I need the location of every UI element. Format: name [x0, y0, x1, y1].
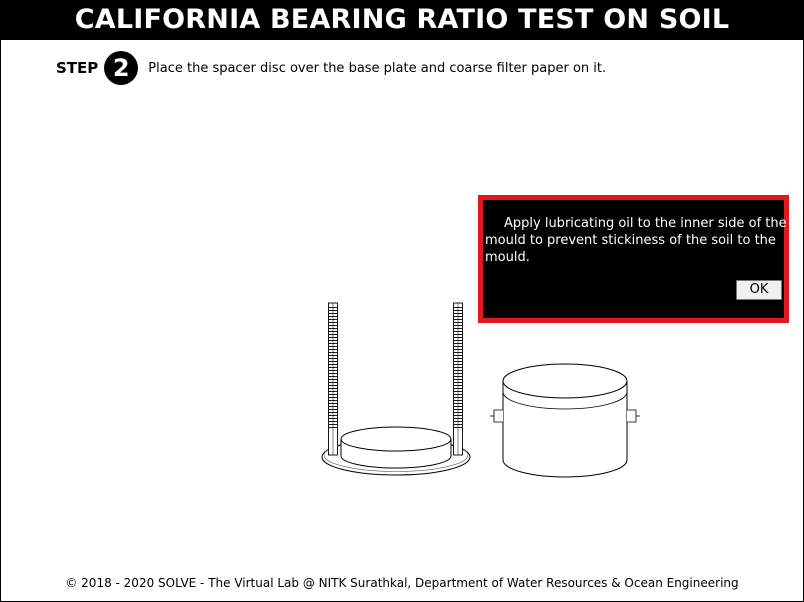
- mould-handle-left: [490, 409, 503, 423]
- footer-copyright: © 2018 - 2020 SOLVE - The Virtual Lab @ …: [65, 576, 739, 590]
- instruction-dialog: Apply lubricating oil to the inner side …: [478, 195, 789, 323]
- mould-handle-right: [627, 409, 640, 423]
- threaded-rod-left: [328, 302, 338, 456]
- threaded-rod-right: [453, 302, 463, 456]
- step-header: STEP 2 Place the spacer disc over the ba…: [56, 51, 607, 85]
- ok-button[interactable]: OK: [736, 280, 782, 300]
- base-plate-assembly[interactable]: [321, 302, 471, 476]
- step-label: STEP: [56, 59, 99, 77]
- spacer-disc: [340, 426, 452, 469]
- cbr-mould[interactable]: [490, 363, 640, 478]
- page-title: CALIFORNIA BEARING RATIO TEST ON SOIL: [0, 0, 804, 40]
- dialog-message: Apply lubricating oil to the inner side …: [485, 216, 787, 265]
- step-instruction: Place the spacer disc over the base plat…: [148, 60, 607, 76]
- step-number-badge: 2: [104, 51, 139, 85]
